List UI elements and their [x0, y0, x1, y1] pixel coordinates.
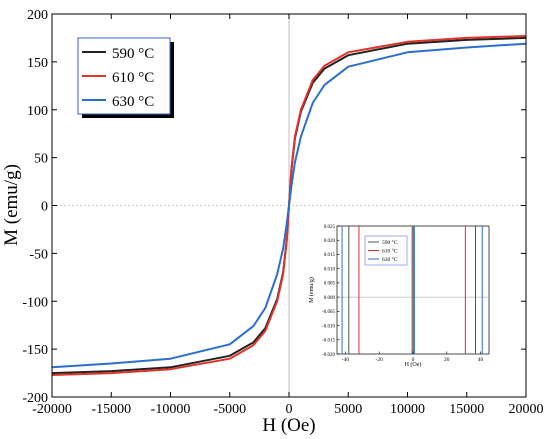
x-tick-label: 0 — [286, 402, 293, 417]
inset-y-tick-label: 0.015 — [324, 253, 336, 258]
y-axis-label: M (emu/g) — [1, 164, 22, 246]
inset-x-tick-label: -40 — [342, 357, 350, 363]
y-tick-label: 0 — [41, 200, 48, 215]
y-tick-label: 200 — [27, 8, 48, 23]
inset-legend-label-3: 630 °C — [382, 256, 398, 263]
inset-y-tick-label: -0.015 — [322, 339, 335, 344]
x-tick-label: -20000 — [32, 402, 72, 417]
inset-y-tick-label: 0.000 — [324, 296, 336, 301]
x-tick-label: 10000 — [390, 402, 425, 417]
inset-y-tick-label: 0.010 — [324, 267, 336, 272]
inset-x-tick-label: 40 — [478, 357, 484, 363]
series-line-3 — [51, 42, 527, 369]
x-axis-label: H (Oe) — [262, 415, 315, 436]
y-tick-label: 50 — [34, 152, 48, 167]
inset-legend-label-1: 590 °C — [382, 239, 398, 246]
main-x-ticks: -20000 -15000 -10000 -5000 0 5000 10000 15000 20… — [32, 14, 544, 417]
inset-x-tick-label: 0 — [412, 357, 415, 363]
inset-y-tick-label: -0.010 — [322, 324, 335, 329]
x-tick-label: 5000 — [334, 402, 362, 417]
y-tick-label: 150 — [27, 56, 48, 71]
inset-y-axis-label: M (emu/g) — [308, 277, 315, 303]
legend-label-2: 610 °C — [112, 70, 154, 86]
inset-y-tick-label: 0.020 — [324, 239, 336, 244]
inset-coercivity-lines — [341, 226, 483, 354]
inset-y-ticks: -0.020 -0.015 -0.010 -0.005 0.000 0.005 0.010 0… — [322, 225, 340, 358]
y-tick-label: -100 — [22, 295, 48, 310]
inset-y-tick-label: -0.020 — [322, 353, 335, 358]
y-tick-label: -150 — [22, 343, 48, 358]
legend-label-1: 590 °C — [112, 46, 154, 62]
inset-y-tick-label: -0.005 — [322, 310, 335, 315]
inset-x-ticks: -40 -20 0 20 40 — [342, 351, 484, 363]
inset-y-tick-label: 0.005 — [324, 282, 336, 287]
x-tick-label: -10000 — [151, 402, 191, 417]
x-tick-label: 15000 — [449, 402, 484, 417]
inset-x-tick-label: 20 — [444, 357, 450, 363]
legend-label-3: 630 °C — [112, 94, 154, 110]
inset-legend-label-2: 610 °C — [382, 248, 398, 255]
inset-y-tick-label: 0.025 — [324, 225, 336, 230]
inset-x-tick-label: -20 — [376, 357, 384, 363]
y-tick-label: -50 — [29, 247, 48, 262]
inset-chart: -40 -20 0 20 40 -0.020 -0.015 -0.010 -0.005 0.00… — [308, 225, 490, 368]
x-tick-label: 20000 — [509, 402, 544, 417]
y-tick-label: -200 — [22, 391, 48, 406]
x-tick-label: -15000 — [91, 402, 131, 417]
inset-x-axis-label: H (Oe) — [405, 361, 422, 368]
y-tick-label: 100 — [27, 104, 48, 119]
main-legend: 590 °C 610 °C 630 °C — [77, 37, 174, 118]
x-tick-label: -5000 — [213, 402, 246, 417]
main-series-lines — [51, 35, 527, 376]
